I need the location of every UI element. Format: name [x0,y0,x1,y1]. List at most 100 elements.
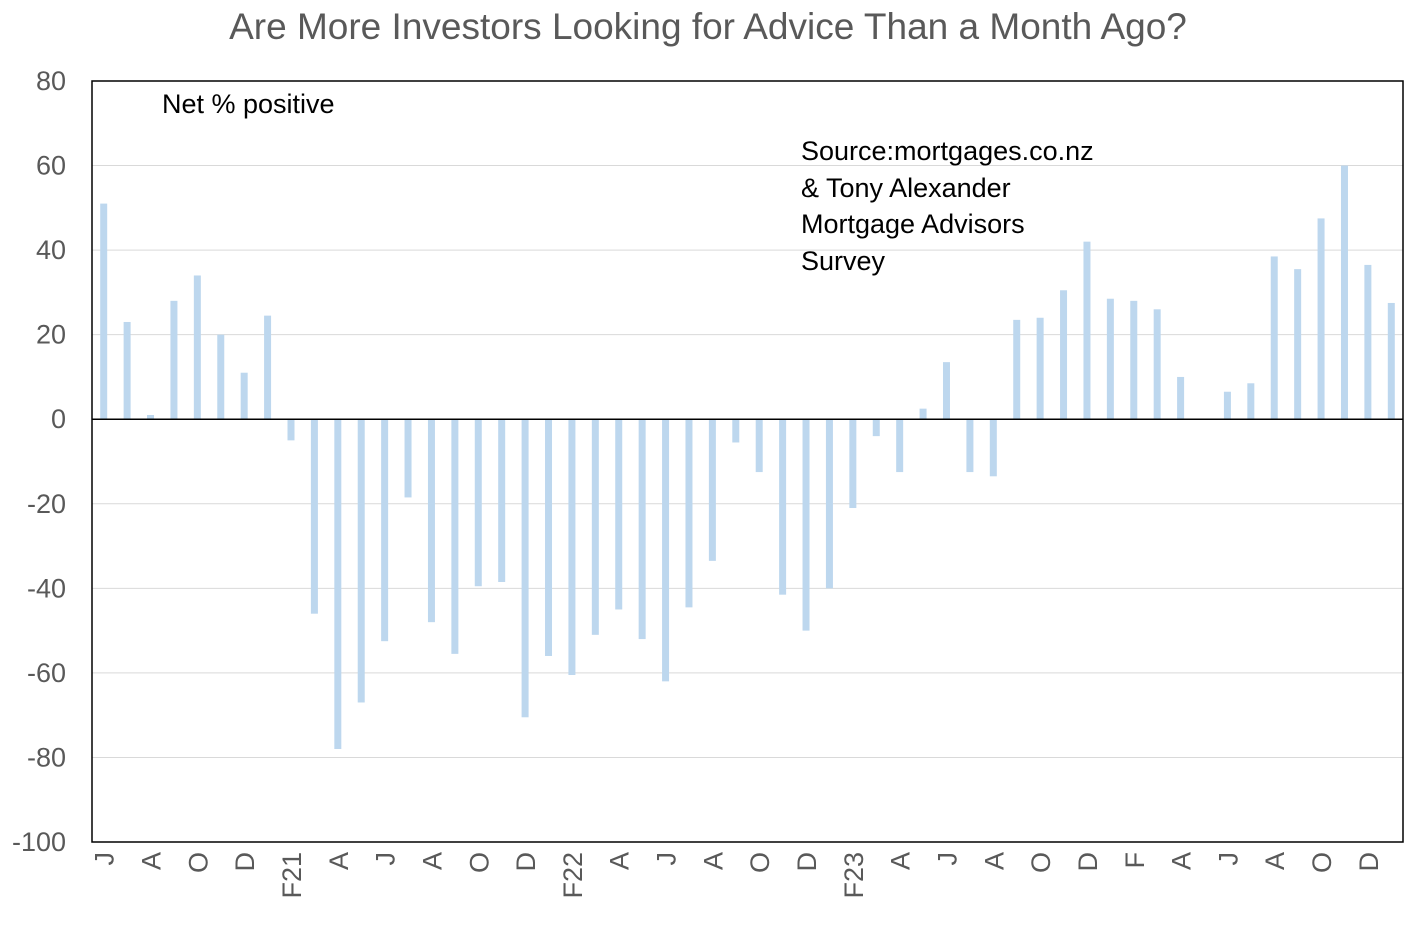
bar [1013,319,1021,420]
bar [1340,165,1348,420]
x-tick-label: D [230,852,260,872]
bar [708,419,716,561]
bars [100,165,1395,749]
x-tick-label: O [1026,852,1056,873]
x-tick-label: O [745,852,775,873]
bar [591,419,599,635]
x-tick-label: A [137,852,167,870]
x-tick-label: J [932,852,962,866]
bar [755,419,763,473]
x-tick-label: A [324,852,354,870]
bar [919,408,927,420]
bar [966,419,974,473]
bar [638,419,646,640]
x-tick-label: A [886,852,916,870]
bar [521,419,529,718]
x-tick-label: J [1213,852,1243,866]
bar [1387,302,1395,420]
y-tick-label: -20 [27,489,66,519]
bar [1130,300,1138,420]
y-tick-label: -40 [27,573,66,603]
x-tick-label: D [511,852,541,872]
y-tick-label: 80 [36,66,66,96]
source-line-4: Survey [801,246,886,276]
x-tick-label: A [417,852,447,870]
x-tick-label: A [605,852,635,870]
source-line-3: Mortgage Advisors [801,209,1025,239]
bar [1036,317,1044,420]
bar [334,419,342,749]
y-tick-label: -80 [27,742,66,772]
bar [989,419,997,477]
bar [685,419,693,608]
x-tick-label: F [1120,852,1150,869]
bar [123,321,131,420]
bar [1364,264,1372,420]
bar [498,419,506,582]
x-tick-label: A [1260,852,1290,870]
x-axis-ticks: J A O D F21 A J A O D F22 A J A O D F23 A J A O D F A J A O D [90,852,1384,899]
bar [474,419,482,587]
x-tick-label: F22 [558,852,588,899]
bar [217,334,225,420]
x-tick-label: F23 [839,852,869,899]
y-axis-ticks: 80 60 40 20 0 -20 -40 -60 -80 -100 [12,66,66,857]
y-tick-label: -100 [12,827,66,857]
units-annotation: Net % positive [162,89,335,119]
bar [193,275,201,420]
bar [779,419,787,595]
bar [825,419,833,589]
bar [240,372,248,420]
bar [615,419,623,610]
y-tick-label: 60 [36,151,66,181]
source-line-1: Source:mortgages.co.nz [801,136,1094,166]
bar [1060,290,1068,420]
bar [545,419,553,656]
bar [1294,269,1302,420]
x-tick-label: J [371,852,401,866]
x-tick-label: A [698,852,728,870]
bar [357,419,365,703]
y-tick-label: -60 [27,658,66,688]
bar [381,419,389,642]
x-tick-label: D [1073,852,1103,872]
bar [849,419,857,509]
x-tick-label: F21 [277,852,307,899]
bar [147,414,155,420]
bar [568,419,576,676]
x-tick-label: O [464,852,494,873]
x-tick-label: J [90,852,120,866]
bar [1106,298,1114,420]
bar [427,419,435,623]
x-tick-label: A [979,852,1009,870]
bar [310,419,318,614]
bar [732,419,740,443]
plot-frame [91,80,1404,843]
x-tick-label: O [1307,852,1337,873]
source-line-2: & Tony Alexander [801,173,1011,203]
y-tick-label: 20 [36,320,66,350]
bar [451,419,459,654]
x-tick-label: D [792,852,822,872]
bar [942,362,950,420]
x-tick-label: D [1354,852,1384,872]
bar [404,419,412,498]
bar [287,419,295,441]
bar [100,203,108,420]
gridlines [92,80,1403,843]
bar [662,419,670,682]
x-tick-label: O [183,852,213,873]
bar [1317,218,1325,420]
bar [1223,391,1231,420]
x-tick-label: A [1167,852,1197,870]
y-tick-label: 40 [36,235,66,265]
x-tick-label: J [652,852,682,866]
bar [1153,309,1161,420]
bar [1177,376,1185,420]
bar [802,419,810,631]
chart-title: Are More Investors Looking for Advice Th… [229,6,1187,47]
bar [1270,256,1278,420]
bar [170,300,178,420]
y-tick-label: 0 [51,404,66,434]
